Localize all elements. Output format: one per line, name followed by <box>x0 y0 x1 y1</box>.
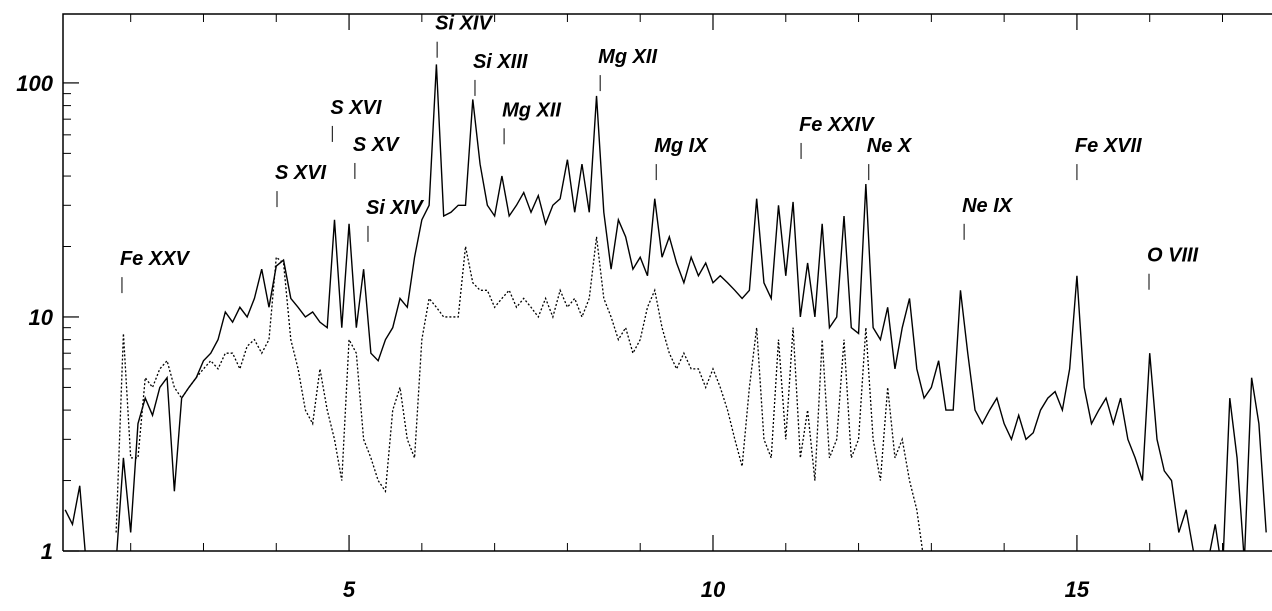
annotation-label: S XVI <box>275 162 327 184</box>
y-tick-label: 1 <box>41 539 53 564</box>
x-tick-label: 5 <box>343 577 356 602</box>
annotation-label: Mg XII <box>502 99 561 121</box>
annotation-label: S XVI <box>330 97 382 119</box>
annotation-label: Ne X <box>867 135 913 157</box>
annotation-label: Mg XII <box>598 46 657 68</box>
annotation-label: Fe XXV <box>120 248 191 270</box>
x-tick-label: 15 <box>1065 577 1090 602</box>
solid-spectrum <box>64 64 1267 551</box>
annotation-label: Fe XVII <box>1075 135 1142 157</box>
y-tick-label: 10 <box>29 305 54 330</box>
annotation-label: S XV <box>353 134 400 156</box>
y-tick-label: 100 <box>16 71 53 96</box>
annotation-label: Si XIV <box>435 13 493 35</box>
annotation-label: Fe XXIV <box>799 114 875 136</box>
axis-frame <box>62 13 1272 552</box>
annotation-label: Si XIII <box>473 51 528 73</box>
annotation-label: O VIII <box>1147 245 1199 267</box>
annotation-label: Ne IX <box>962 195 1014 217</box>
annotation-label: Mg IX <box>654 135 709 157</box>
plot-area <box>64 64 1267 551</box>
annotation-label: Si XIV <box>366 197 424 219</box>
dotted-spectrum <box>115 236 924 551</box>
x-tick-label: 10 <box>701 577 726 602</box>
